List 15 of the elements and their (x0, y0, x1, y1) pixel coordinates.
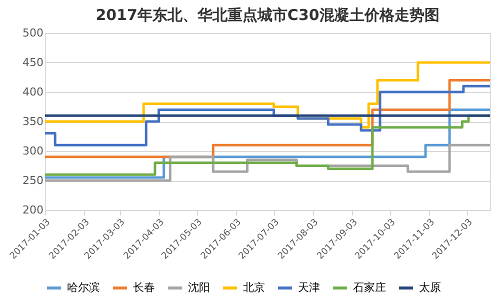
y-tick-label: 400 (22, 86, 44, 98)
legend-label: 长春 (133, 281, 155, 294)
legend-label: 哈尔滨 (67, 281, 100, 294)
y-tick-label: 300 (22, 144, 44, 158)
y-tick-label: 250 (22, 174, 44, 187)
legend-label: 北京 (243, 281, 265, 294)
legend-label: 石家庄 (353, 281, 386, 294)
y-tick-label: 500 (22, 26, 44, 40)
y-tick-label: 350 (22, 115, 44, 128)
legend-label: 沈阳 (188, 281, 210, 294)
y-tick-label: 450 (22, 56, 44, 69)
legend-label: 天津 (298, 281, 320, 294)
chart-title: 2017年东北、华北重点城市C30混凝土价格走势图 (96, 6, 440, 24)
y-tick-label: 200 (22, 204, 44, 216)
legend-label: 太原 (419, 281, 441, 294)
